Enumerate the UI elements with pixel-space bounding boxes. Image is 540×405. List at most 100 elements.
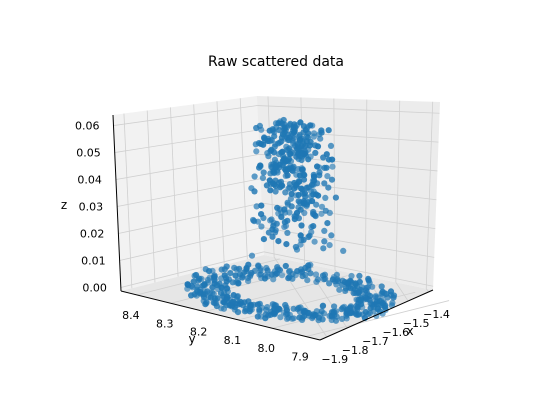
scatter-point (236, 265, 243, 272)
scatter-point (282, 262, 289, 270)
scatter-point (316, 172, 323, 179)
scatter-point (313, 278, 320, 285)
scatter-point (258, 202, 265, 209)
y-tick-label: 8.2 (190, 326, 208, 339)
scatter-point (278, 272, 286, 279)
z-gridline (262, 227, 435, 258)
scatter-point (318, 210, 325, 217)
scatter-point (245, 278, 252, 285)
scatter-point (301, 209, 308, 217)
scatter-point (387, 288, 395, 295)
scatter-point (331, 303, 338, 310)
scatter-point (326, 242, 333, 249)
scatter-point (334, 276, 341, 283)
z-gridline (118, 202, 262, 234)
y-gridline (170, 107, 179, 277)
scatter-point (217, 290, 225, 297)
scatter-point (299, 268, 306, 275)
scatter-point (333, 271, 340, 278)
z-tick-label: 0.00 (82, 281, 107, 294)
scatter-point (203, 298, 210, 306)
y-gridline (123, 113, 133, 289)
x-tick-label: −1.8 (342, 344, 369, 357)
scatter-point (287, 158, 295, 165)
scatter-point (261, 275, 268, 282)
scatter-point (328, 232, 335, 239)
z-axis-label: z (61, 198, 67, 212)
scatter-point (321, 227, 328, 234)
scatter-point (338, 315, 346, 322)
scatter-point (286, 184, 293, 191)
scatter-point (322, 194, 329, 201)
z-tick-label: 0.05 (76, 147, 101, 160)
scatter-point (258, 223, 265, 230)
x-tick-label: −1.7 (362, 335, 389, 348)
scatter-point (266, 138, 274, 145)
scatter-point (323, 151, 330, 158)
scatter-point (251, 173, 258, 180)
scatter-point (283, 143, 290, 150)
z-tick-label: 0.01 (81, 254, 106, 267)
scatter-point (246, 302, 253, 310)
scatter-point (296, 131, 303, 138)
z-tick-label: 0.02 (80, 228, 105, 241)
scatter-point (296, 178, 303, 185)
scatter-point (289, 275, 296, 282)
x-gridline (395, 282, 409, 302)
scatter-point (363, 296, 370, 303)
scatter-point (207, 289, 214, 297)
z-gridline (263, 251, 434, 287)
scatter-points (184, 116, 398, 324)
scatter-point (283, 241, 290, 248)
scatter-point (265, 153, 272, 160)
x-gridline (333, 98, 336, 270)
scatter-point (200, 291, 207, 298)
scatter-point (193, 286, 201, 293)
scatter-point (328, 176, 336, 183)
scatter-point (280, 156, 288, 163)
scatter-point (227, 270, 234, 277)
x-axis-label: x (406, 324, 413, 338)
scatter-point (292, 243, 299, 251)
scatter-point (263, 264, 270, 272)
scatter-point (374, 294, 381, 301)
scatter-point (329, 156, 336, 163)
scatter-point (221, 272, 228, 279)
scatter-point (210, 299, 217, 306)
scatter-point (234, 293, 241, 300)
scatter-point (294, 140, 301, 147)
scatter-point (325, 127, 332, 134)
scatter-point (260, 214, 267, 222)
scatter-point (250, 216, 257, 224)
scatter-point (318, 129, 325, 136)
scatter-point (299, 273, 306, 280)
scatter-point (356, 288, 363, 295)
scatter-point (318, 203, 326, 210)
scatter-point (231, 264, 238, 271)
scatter-point (308, 229, 315, 236)
scatter-point (362, 290, 369, 297)
scatter-point (234, 302, 241, 309)
y-axis-line (120, 290, 321, 341)
scatter-point (263, 182, 270, 189)
scatter-point (311, 238, 318, 245)
scatter-point (259, 174, 266, 182)
scatter-point (258, 304, 265, 311)
y-tick-label: 7.9 (291, 351, 309, 364)
y-gridline (239, 98, 248, 260)
scatter-point (211, 276, 218, 283)
z-axis-line (112, 114, 122, 292)
scatter-point (276, 179, 283, 186)
x-tick-label: −1.6 (382, 326, 409, 339)
scatter-point (365, 275, 372, 282)
scatter-point (370, 304, 377, 311)
scatter-point (388, 302, 395, 309)
scatter-point (355, 311, 363, 318)
z-tick-label: 0.06 (75, 120, 100, 133)
scatter-point (312, 271, 320, 278)
scatter-point (270, 276, 277, 283)
z-tick-label: 0.04 (77, 174, 102, 187)
scatter-point (291, 213, 298, 220)
scatter-point (309, 315, 316, 322)
scatter-point (310, 210, 317, 218)
